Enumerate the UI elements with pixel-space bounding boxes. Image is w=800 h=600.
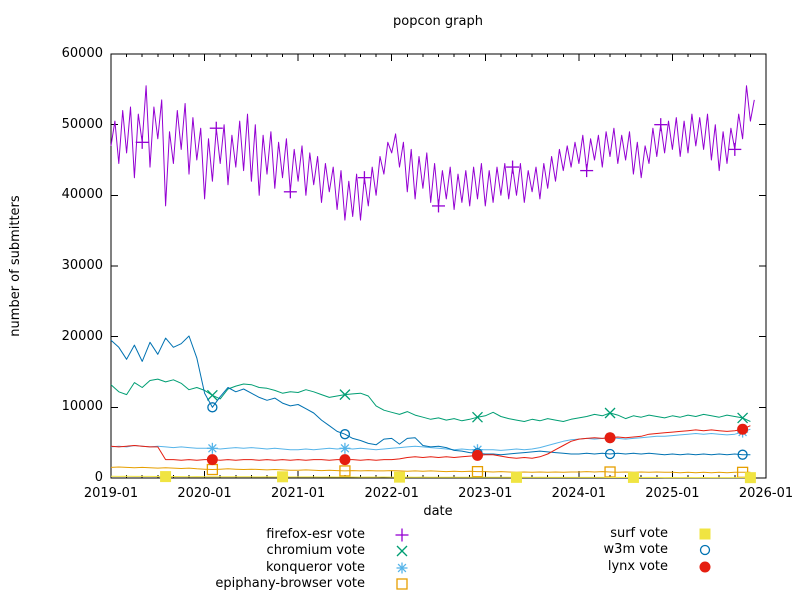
y-tick-label: 50000 <box>61 116 103 132</box>
legend-label-epiphany-browser: epiphany-browser vote <box>215 576 365 591</box>
y-tick-label: 0 <box>94 470 103 485</box>
series-marker-firefox-esr <box>432 199 445 213</box>
series-marker-firefox-esr <box>580 164 594 178</box>
series-marker-firefox-esr <box>728 142 742 156</box>
legend-marker-cross-icon <box>393 542 411 560</box>
series-marker-epiphany-browser <box>604 466 616 478</box>
x-tick-label: 2019-01 <box>83 486 139 501</box>
series-marker-lynx <box>206 454 218 466</box>
series-marker-lynx <box>604 432 616 444</box>
y-tick-label: 60000 <box>61 46 103 61</box>
series-marker-lynx <box>737 423 749 435</box>
legend-marker-open-square-icon <box>393 575 411 593</box>
legend-marker-filled-square-icon <box>696 525 714 543</box>
legend-label-lynx: lynx vote <box>607 559 668 574</box>
series-marker-lynx <box>339 454 351 466</box>
series-marker-epiphany-browser <box>471 465 484 478</box>
series-marker-surf <box>744 472 756 484</box>
series-marker-chromium <box>206 389 218 401</box>
x-tick-label: 2026-01 <box>738 486 794 501</box>
y-axis-label: number of submitters <box>8 195 23 337</box>
x-tick-label: 2021-01 <box>270 486 326 501</box>
x-tick-label: 2020-01 <box>177 486 232 501</box>
series-marker-surf <box>510 471 522 483</box>
y-tick-label: 30000 <box>61 258 103 273</box>
series-line-w3m <box>110 335 751 456</box>
series-marker-firefox-esr <box>654 118 668 132</box>
series-marker-w3m <box>604 448 616 460</box>
series-marker-firefox-esr <box>283 185 297 199</box>
legend-marker-plus-icon <box>393 526 411 544</box>
series-marker-firefox-esr <box>209 121 223 135</box>
legend-marker-filled-circle-icon <box>696 558 714 576</box>
series-marker-firefox-esr <box>357 171 371 185</box>
y-tick-label: 10000 <box>61 399 103 415</box>
series-line-lynx <box>110 425 751 461</box>
series-line-firefox-esr <box>110 85 755 221</box>
legend-label-konqueror: konqueror vote <box>266 560 365 575</box>
x-axis-label: date <box>423 504 453 519</box>
legend-label-w3m: w3m vote <box>603 542 668 557</box>
x-tick-label: 2025-01 <box>645 486 700 501</box>
x-tick-label: 2024-01 <box>551 486 606 501</box>
series-marker-surf <box>277 471 289 483</box>
series-marker-konqueror <box>339 442 351 454</box>
series-marker-chromium <box>472 411 483 423</box>
series-marker-surf <box>394 471 406 483</box>
x-tick-label: 2022-01 <box>364 486 419 501</box>
legend-label-surf: surf vote <box>610 526 668 541</box>
series-marker-surf <box>160 471 172 483</box>
series-marker-surf <box>627 471 639 483</box>
chart-title: popcon graph <box>393 14 483 29</box>
series-marker-konqueror <box>206 442 218 454</box>
series-marker-epiphany-browser <box>339 465 351 477</box>
series-marker-w3m <box>737 449 748 460</box>
series-marker-firefox-esr <box>506 160 520 174</box>
series-marker-w3m <box>207 402 218 413</box>
x-tick-label: 2023-01 <box>458 486 513 501</box>
y-tick-label: 20000 <box>61 328 103 344</box>
series-marker-chromium <box>737 412 749 424</box>
series-marker-w3m <box>339 429 351 440</box>
legend-label-chromium: chromium vote <box>266 543 365 558</box>
series-marker-firefox-esr <box>135 135 149 149</box>
series-marker-lynx <box>471 449 483 461</box>
legend-label-firefox-esr: firefox-esr vote <box>266 527 365 542</box>
legend-marker-asterisk-icon <box>393 559 411 577</box>
series-line-chromium <box>110 378 751 422</box>
series-marker-chromium <box>339 389 351 401</box>
series-line-surf <box>110 475 751 479</box>
legend-marker-open-circle-icon <box>696 541 714 559</box>
y-tick-label: 40000 <box>61 187 103 203</box>
series-marker-chromium <box>604 407 616 419</box>
axes-frame <box>110 53 767 479</box>
